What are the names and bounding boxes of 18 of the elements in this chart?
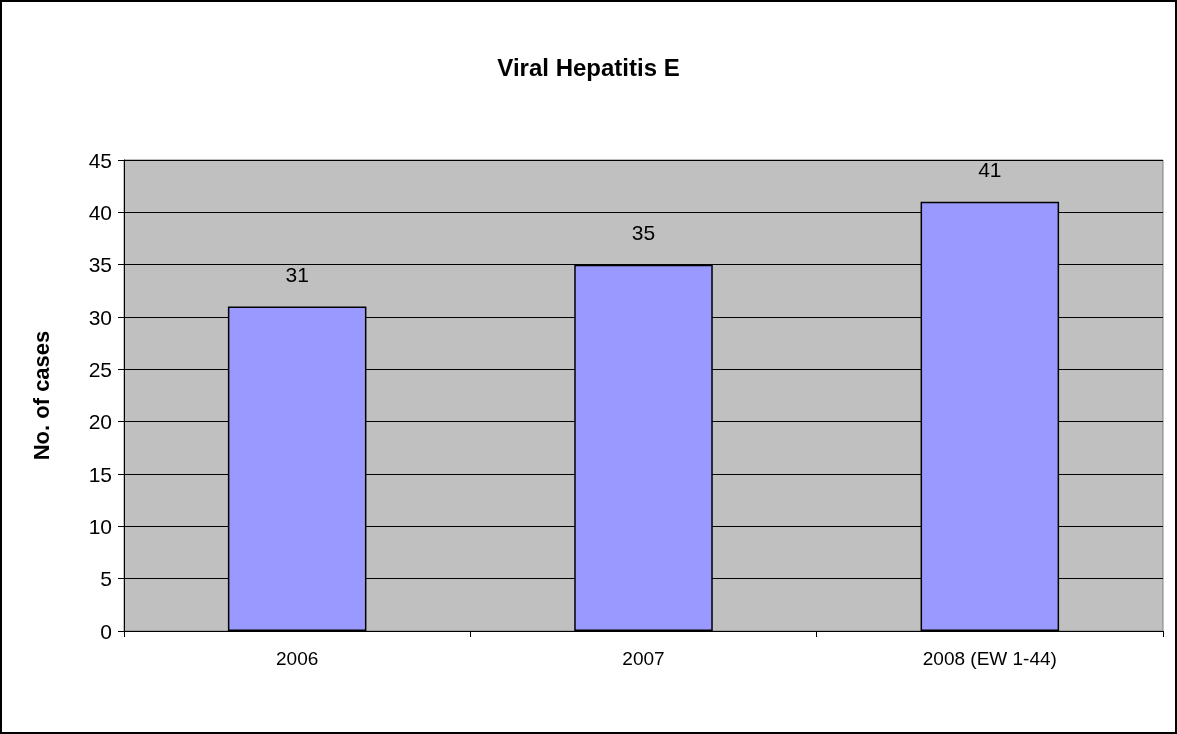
data-label: 31	[285, 262, 309, 286]
y-tick-label: 35	[88, 253, 112, 277]
x-tick-label: 2008 (EW 1-44)	[922, 648, 1057, 669]
x-tick-label: 2007	[622, 648, 665, 669]
data-label: 35	[631, 220, 656, 244]
y-tick-label: 25	[88, 357, 112, 381]
y-tick-label: 0	[100, 619, 112, 643]
y-tick-label: 30	[88, 305, 112, 329]
chart-title: Viral Hepatitis E	[497, 53, 680, 81]
y-tick-label: 10	[88, 514, 112, 538]
x-tick-label: 2006	[276, 648, 319, 669]
y-tick-label: 20	[88, 410, 112, 434]
y-axis-title: No. of cases	[28, 330, 54, 461]
y-tick-label: 15	[88, 462, 112, 486]
data-label: 41	[978, 157, 1002, 181]
y-tick-label: 45	[88, 148, 112, 172]
y-tick-label: 40	[88, 200, 112, 224]
y-tick-label: 5	[100, 567, 112, 591]
